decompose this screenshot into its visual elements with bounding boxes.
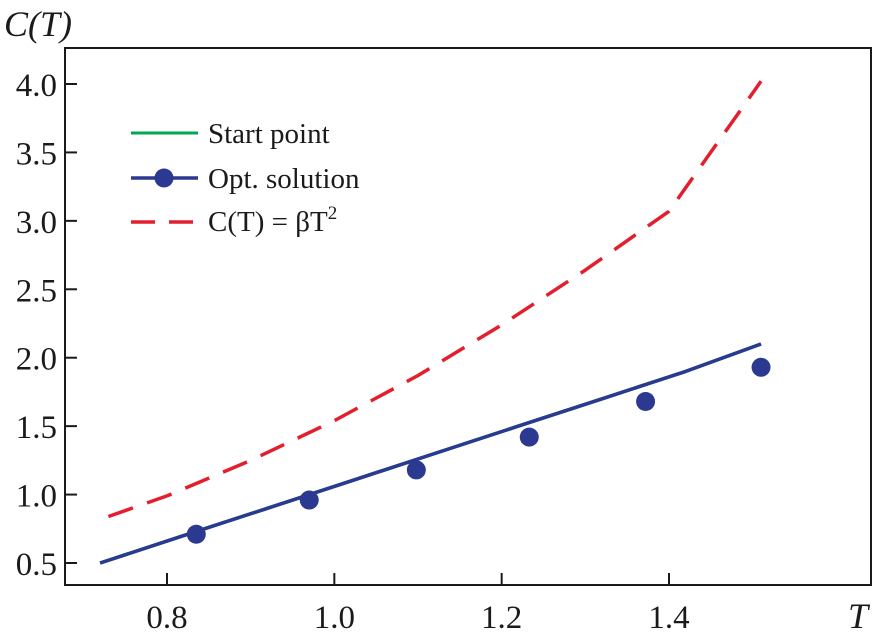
y-tick-label-5: 3.0	[16, 205, 57, 241]
y-tick-label-6: 3.5	[16, 136, 57, 172]
legend-label-beta-t2-main: C(T) = βT	[208, 206, 328, 238]
legend-label-opt-solution: Opt. solution	[208, 163, 360, 195]
series-layer	[99, 80, 763, 565]
y-tick-label-4: 2.5	[16, 273, 57, 309]
legend-label-beta-t2: C(T) = βT2	[208, 203, 337, 238]
x-tick-label-2: 1.2	[481, 600, 522, 636]
series-line-1	[99, 342, 762, 565]
series-1-marker-5	[751, 357, 771, 377]
series-1-marker-3	[519, 427, 539, 447]
y-tick-label-2: 1.5	[16, 410, 57, 446]
legend-label-start-point: Start point	[208, 118, 330, 150]
marker-layer	[186, 357, 771, 544]
series-1-marker-2	[406, 460, 426, 480]
legend-marker-opt-solution	[154, 168, 174, 188]
legend-label-beta-t2-sup: 2	[328, 203, 338, 224]
x-tick-label-3: 1.4	[648, 600, 689, 636]
plot-frame	[64, 47, 872, 586]
y-tick-label-1: 1.0	[16, 479, 57, 515]
y-tick-label-0: 0.5	[16, 547, 57, 583]
series-line-2	[107, 80, 763, 519]
series-1-marker-4	[636, 392, 656, 412]
y-tick-label-7: 4.0	[16, 68, 57, 104]
tick-layer: 0.8 1.0 1.2 1.4 0.5 1.0 1.5 2.0 2.5 3.0 3.5 4.0	[16, 68, 690, 636]
x-tick-label-1: 1.0	[314, 600, 355, 636]
series-1-marker-0	[186, 524, 206, 544]
x-axis-label: T	[848, 596, 871, 636]
y-axis-label: C(T)	[4, 4, 72, 44]
legend: Start point Opt. solution C(T) = βT2	[131, 118, 360, 238]
x-tick-label-0: 0.8	[146, 600, 187, 636]
series-1-marker-1	[299, 490, 319, 510]
y-tick-label-3: 2.0	[16, 342, 57, 378]
